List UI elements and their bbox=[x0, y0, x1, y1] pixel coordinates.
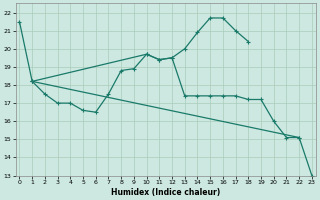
X-axis label: Humidex (Indice chaleur): Humidex (Indice chaleur) bbox=[111, 188, 220, 197]
